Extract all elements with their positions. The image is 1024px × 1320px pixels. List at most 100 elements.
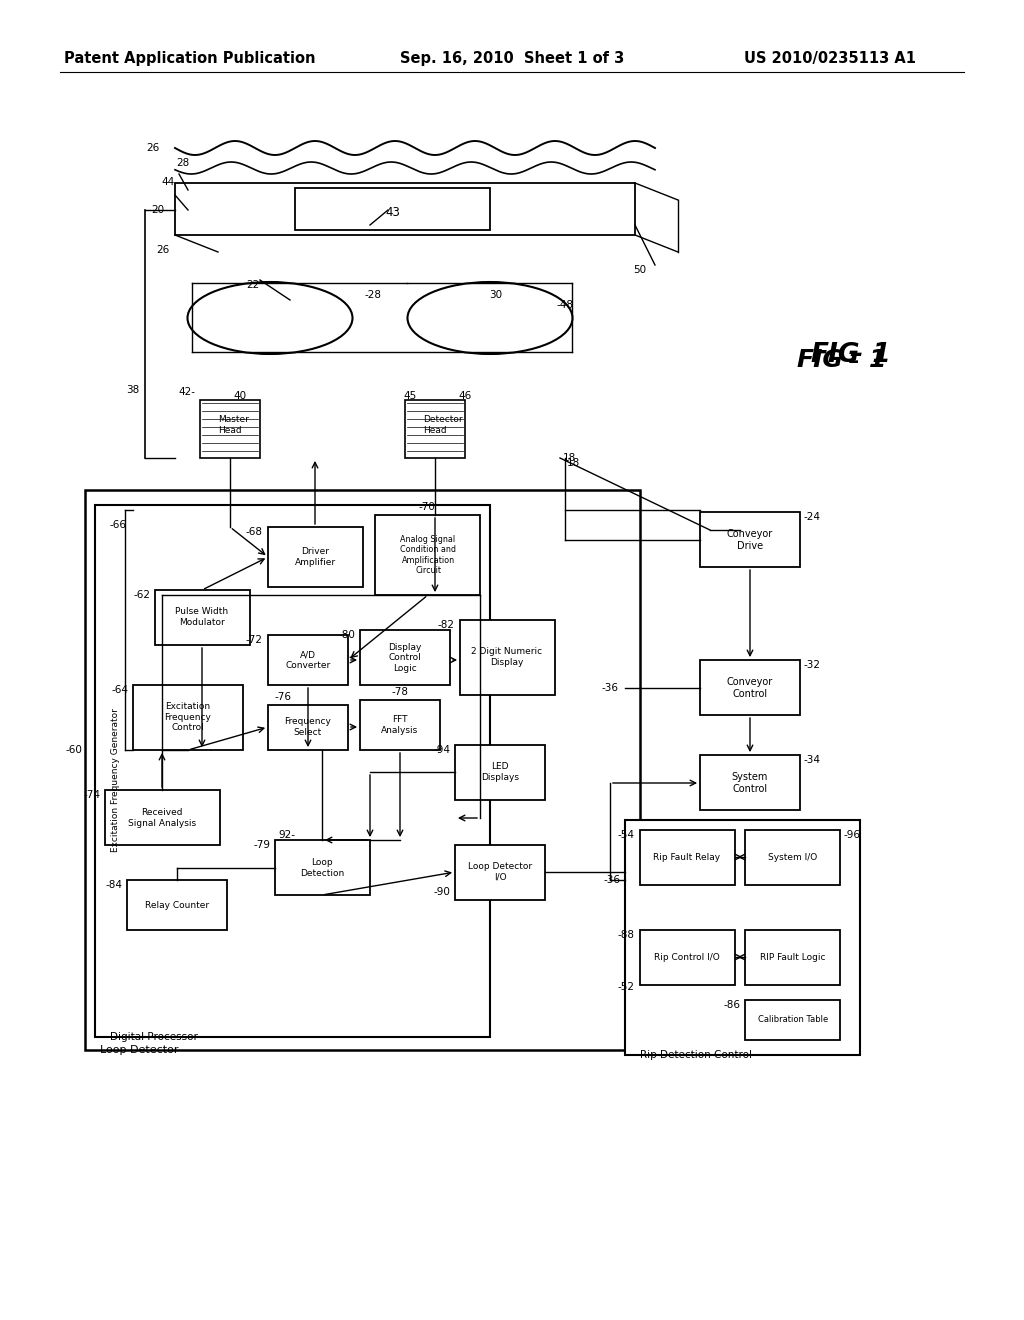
Text: -32: -32: [803, 660, 820, 671]
Text: Loop Detector
I/O: Loop Detector I/O: [468, 862, 532, 882]
Text: -76: -76: [274, 692, 292, 702]
Text: Master
Head: Master Head: [218, 416, 249, 434]
Text: Calibration Table: Calibration Table: [758, 1015, 828, 1024]
Bar: [745, 830, 840, 884]
Text: LED
Displays: LED Displays: [481, 762, 519, 781]
Bar: [460, 620, 555, 696]
Bar: [175, 183, 635, 235]
Bar: [700, 512, 800, 568]
Text: System
Control: System Control: [732, 772, 768, 793]
Text: 26: 26: [157, 246, 170, 255]
Text: -34: -34: [803, 755, 820, 766]
Text: -52: -52: [618, 982, 635, 993]
Text: 30: 30: [489, 290, 503, 300]
Text: 1: 1: [869, 348, 887, 372]
Text: -82: -82: [438, 620, 455, 630]
Text: -64: -64: [111, 685, 128, 696]
Bar: [360, 630, 450, 685]
Text: -90: -90: [433, 887, 450, 898]
Text: 92-: 92-: [278, 830, 295, 840]
Text: System I/O: System I/O: [768, 853, 817, 862]
Text: -88: -88: [618, 931, 635, 940]
Text: Display
Control
Logic: Display Control Logic: [388, 643, 422, 673]
Text: Excitation
Frequency
Control: Excitation Frequency Control: [165, 702, 211, 731]
Text: -94: -94: [433, 744, 450, 755]
Text: Frequency
Select: Frequency Select: [285, 717, 332, 737]
Text: Rip Fault Relay: Rip Fault Relay: [653, 853, 721, 862]
Bar: [745, 1001, 840, 1040]
Text: 22: 22: [247, 280, 260, 290]
Text: –: –: [848, 352, 859, 372]
Text: Relay Counter: Relay Counter: [145, 900, 209, 909]
Text: 43: 43: [386, 206, 400, 219]
Text: Loop
Detection: Loop Detection: [300, 858, 344, 878]
Text: -72: -72: [246, 635, 263, 645]
Text: Patent Application Publication: Patent Application Publication: [65, 50, 315, 66]
Text: 18: 18: [563, 453, 577, 463]
Text: -74: -74: [83, 789, 100, 800]
Text: Conveyor
Control: Conveyor Control: [727, 677, 773, 698]
Text: 20: 20: [152, 205, 165, 215]
Text: Excitation Frequency Generator: Excitation Frequency Generator: [111, 708, 120, 851]
Bar: [127, 880, 227, 931]
Text: 26: 26: [146, 143, 160, 153]
Bar: [640, 830, 735, 884]
Text: -84: -84: [105, 880, 122, 890]
Bar: [700, 660, 800, 715]
Text: 50: 50: [634, 265, 646, 275]
Bar: [745, 931, 840, 985]
Text: Received
Signal Analysis: Received Signal Analysis: [128, 808, 196, 828]
Bar: [455, 845, 545, 900]
Text: -86: -86: [723, 1001, 740, 1010]
Text: 46: 46: [459, 391, 472, 401]
Bar: [406, 400, 465, 458]
Text: -24: -24: [803, 512, 820, 521]
Text: -54: -54: [618, 830, 635, 840]
Text: -78: -78: [391, 686, 409, 697]
Bar: [268, 635, 348, 685]
Text: -79: -79: [253, 840, 270, 850]
Bar: [200, 400, 260, 458]
Text: 18: 18: [567, 458, 581, 469]
Text: Loop Detector: Loop Detector: [100, 1045, 178, 1055]
Text: 44: 44: [162, 177, 175, 187]
Text: Detector
Head: Detector Head: [423, 416, 463, 434]
Text: Analog Signal
Condition and
Amplification
Circuit: Analog Signal Condition and Amplificatio…: [400, 535, 456, 576]
Bar: [640, 931, 735, 985]
Bar: [295, 187, 490, 230]
Text: 2 Digit Numeric
Display: 2 Digit Numeric Display: [471, 647, 543, 667]
Text: -36: -36: [603, 875, 620, 884]
Text: 40: 40: [233, 391, 247, 401]
Text: 28: 28: [176, 158, 189, 168]
Text: Conveyor
Drive: Conveyor Drive: [727, 529, 773, 550]
Text: -68: -68: [246, 527, 263, 537]
Text: FFT
Analysis: FFT Analysis: [381, 715, 419, 735]
Text: 42-: 42-: [178, 387, 195, 397]
Bar: [85, 490, 640, 1049]
Text: -36: -36: [601, 682, 618, 693]
Text: Digital Processor: Digital Processor: [110, 1032, 198, 1041]
Bar: [455, 744, 545, 800]
Bar: [155, 590, 250, 645]
Bar: [700, 755, 800, 810]
Text: Rip Detection Control: Rip Detection Control: [640, 1049, 752, 1060]
Text: US 2010/0235113 A1: US 2010/0235113 A1: [744, 50, 916, 66]
Bar: [105, 789, 220, 845]
Text: -70: -70: [419, 502, 435, 512]
Bar: [268, 527, 362, 587]
Text: -28: -28: [365, 290, 382, 300]
Text: Driver
Amplifier: Driver Amplifier: [295, 548, 336, 566]
Bar: [360, 700, 440, 750]
Text: -60: -60: [66, 744, 82, 755]
Text: -66: -66: [110, 520, 127, 531]
Bar: [268, 705, 348, 750]
Bar: [95, 506, 490, 1038]
Text: RIP Fault Logic: RIP Fault Logic: [760, 953, 825, 961]
Text: – 1: – 1: [850, 342, 891, 368]
Text: FIG: FIG: [797, 348, 844, 372]
Bar: [375, 515, 480, 595]
Text: Sep. 16, 2010  Sheet 1 of 3: Sep. 16, 2010 Sheet 1 of 3: [400, 50, 624, 66]
Text: -62: -62: [133, 590, 150, 601]
Text: Pulse Width
Modulator: Pulse Width Modulator: [175, 607, 228, 627]
Bar: [625, 820, 860, 1055]
